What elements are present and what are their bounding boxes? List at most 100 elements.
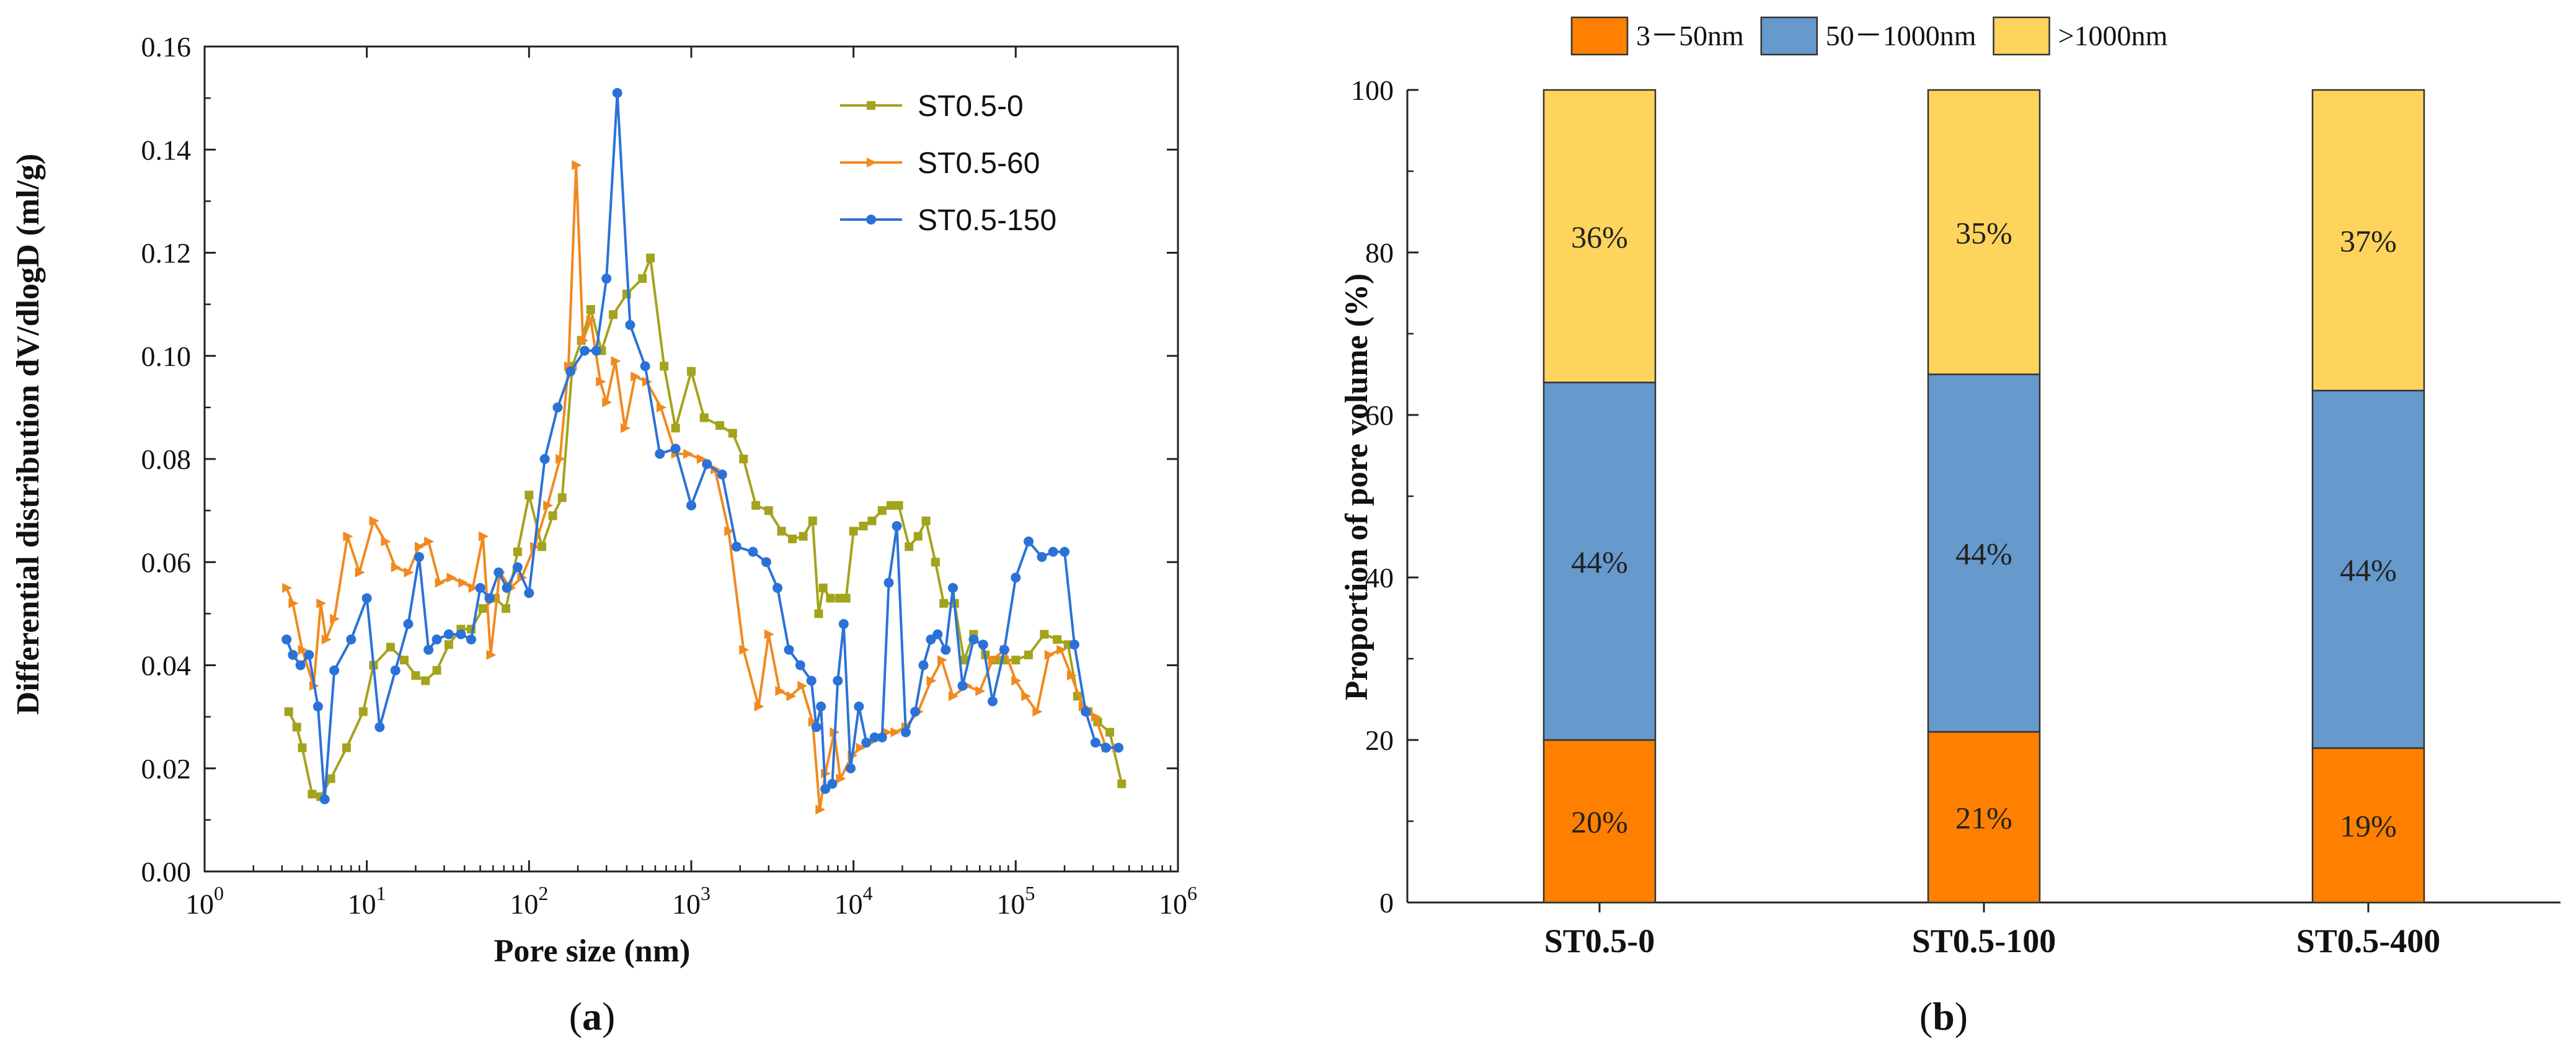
data-point <box>948 582 958 593</box>
data-point <box>786 691 797 702</box>
data-point <box>1021 691 1032 702</box>
data-point <box>717 469 727 479</box>
data-point <box>724 526 735 537</box>
data-point <box>411 671 420 680</box>
chart-a-x-tick-exponent: 6 <box>1187 882 1197 904</box>
data-point <box>456 629 466 639</box>
data-point <box>539 454 550 464</box>
data-point <box>949 691 959 702</box>
chart-b-panel-label: (b) <box>1919 994 1968 1038</box>
data-point <box>399 656 409 665</box>
legend-item: ST0.5-0 <box>840 90 1024 123</box>
chart-a-panel-label: (a) <box>569 994 616 1038</box>
data-point <box>543 500 554 510</box>
data-point <box>683 448 694 459</box>
data-point <box>764 506 773 515</box>
legend-swatch <box>1570 16 1629 56</box>
data-point <box>479 604 488 613</box>
bar-segment-label: 19% <box>2340 809 2397 844</box>
data-point <box>941 644 951 655</box>
data-point <box>795 660 805 671</box>
bar-segment-label: 44% <box>2340 553 2397 587</box>
chart-a-y-tick-label: 0.14 <box>141 134 192 166</box>
data-point <box>687 367 696 376</box>
data-point <box>900 727 911 737</box>
data-point <box>699 413 709 422</box>
data-point <box>586 314 596 325</box>
data-point <box>524 588 534 599</box>
data-point <box>978 639 988 650</box>
data-point <box>1024 650 1033 659</box>
chart-b-y-tick-label: 100 <box>1351 74 1394 106</box>
data-point <box>513 547 522 556</box>
data-point <box>346 634 356 644</box>
data-point <box>484 593 495 604</box>
chart-a-y-tick-label: 0.02 <box>141 753 192 785</box>
data-point <box>748 546 758 557</box>
data-point <box>1113 742 1124 753</box>
data-point <box>835 594 844 603</box>
data-point <box>910 706 921 717</box>
data-point <box>856 742 866 753</box>
data-point <box>288 649 298 660</box>
data-point <box>1081 706 1091 717</box>
data-point <box>772 582 783 593</box>
data-point <box>1105 728 1115 737</box>
data-point <box>443 629 454 639</box>
data-point <box>316 598 327 608</box>
data-point <box>859 522 868 531</box>
data-point <box>854 702 864 711</box>
data-point <box>811 722 821 733</box>
legend-label: ST0.5-60 <box>918 147 1040 180</box>
data-point <box>1090 737 1100 748</box>
data-point <box>861 737 872 748</box>
data-point <box>432 666 441 675</box>
data-point <box>414 541 425 552</box>
legend-item: ST0.5-150 <box>840 204 1056 237</box>
bar-segment-label: 21% <box>1955 800 2012 835</box>
data-point <box>1117 779 1126 788</box>
data-point <box>959 656 968 665</box>
chart-b-legend: 3－50nm 50－1000nm >1000nm <box>1570 16 2168 56</box>
legend-swatch-marker <box>866 215 876 225</box>
data-point <box>988 655 999 666</box>
series-st0-5-60 <box>282 160 1123 815</box>
data-point <box>321 634 332 644</box>
data-point <box>1011 656 1020 665</box>
data-point <box>918 660 929 671</box>
data-point <box>657 402 667 412</box>
data-point <box>1032 706 1043 717</box>
data-point <box>968 634 979 644</box>
data-point <box>319 794 330 804</box>
bar-segment-label: 44% <box>1571 545 1628 579</box>
data-point <box>625 319 635 330</box>
data-point <box>391 562 401 573</box>
data-point <box>913 532 923 541</box>
data-point <box>298 743 307 752</box>
data-point <box>1011 675 1022 686</box>
data-point <box>374 722 385 733</box>
data-point <box>1060 546 1070 557</box>
data-point <box>764 629 774 639</box>
data-point <box>754 702 764 711</box>
legend-item: ST0.5-60 <box>840 147 1040 180</box>
chart-b-category-label: ST0.5-400 <box>2296 922 2441 960</box>
data-point <box>557 493 567 502</box>
data-point <box>423 644 434 655</box>
data-point <box>660 362 669 371</box>
data-point <box>671 424 680 433</box>
chart-b-y-tick-label: 60 <box>1365 399 1394 431</box>
data-point <box>988 696 998 706</box>
data-point <box>939 599 949 608</box>
data-point <box>751 501 761 510</box>
data-point <box>797 680 808 691</box>
data-point <box>342 743 351 752</box>
data-point <box>761 557 771 568</box>
data-point <box>818 583 828 592</box>
bar-segment <box>1927 373 2041 733</box>
data-point <box>777 527 786 536</box>
data-point <box>343 531 353 541</box>
data-point <box>355 567 365 577</box>
bar-segment-label: 35% <box>1955 215 2012 250</box>
legend-label: ST0.5-0 <box>918 90 1024 123</box>
